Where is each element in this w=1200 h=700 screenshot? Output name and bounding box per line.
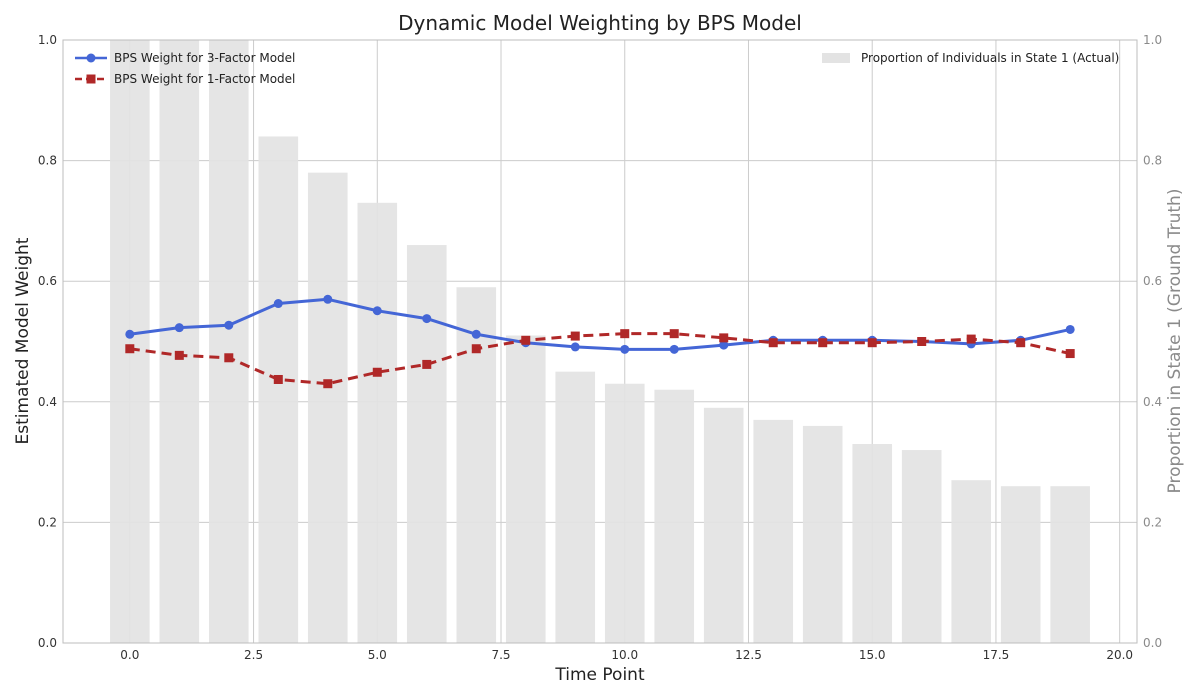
legend-3-factor-label: BPS Weight for 3-Factor Model xyxy=(114,51,295,65)
data-point-1-factor xyxy=(422,359,432,369)
data-point-3-factor xyxy=(224,320,234,330)
data-point-1-factor xyxy=(174,350,184,360)
data-point-1-factor xyxy=(521,335,531,345)
data-point-1-factor xyxy=(471,344,481,354)
bar xyxy=(802,425,843,643)
bar xyxy=(1050,486,1090,643)
legend-bar-swatch xyxy=(822,53,850,63)
bar xyxy=(505,335,546,643)
data-point-3-factor xyxy=(174,323,184,333)
x-tick-label: 2.5 xyxy=(244,648,263,662)
bar xyxy=(1000,486,1041,643)
bar xyxy=(456,287,497,643)
bar-series xyxy=(110,40,1090,644)
y-right-tick-label: 1.0 xyxy=(1143,33,1162,47)
x-axis-ticks: 0.0 2.5 5.0 7.5 10.0 12.5 15.0 17.5 20.0 xyxy=(120,648,1133,662)
y-right-axis-ticks: 0.0 0.2 0.4 0.6 0.8 1.0 xyxy=(1143,33,1162,650)
data-point-1-factor xyxy=(1065,349,1075,359)
y-right-tick-label: 0.0 xyxy=(1143,636,1162,650)
chart-title: Dynamic Model Weighting by BPS Model xyxy=(398,11,802,35)
data-point-3-factor xyxy=(719,340,729,350)
x-tick-label: 5.0 xyxy=(368,648,387,662)
data-point-1-factor xyxy=(1016,338,1026,348)
data-point-1-factor xyxy=(125,344,135,354)
data-point-3-factor xyxy=(323,294,333,304)
data-point-3-factor xyxy=(620,344,630,354)
data-point-3-factor xyxy=(471,329,481,339)
x-tick-label: 0.0 xyxy=(120,648,139,662)
y-right-tick-label: 0.8 xyxy=(1143,154,1162,168)
legend-bars: Proportion of Individuals in State 1 (Ac… xyxy=(822,51,1119,65)
bar xyxy=(604,383,645,643)
line-series xyxy=(125,294,1075,389)
y-right-axis-label: Proportion in State 1 (Ground Truth) xyxy=(1165,189,1185,494)
bar xyxy=(209,40,249,643)
bar xyxy=(555,371,596,643)
data-point-1-factor xyxy=(669,329,679,339)
bar xyxy=(357,202,398,643)
y-tick-label: 1.0 xyxy=(38,33,57,47)
bar xyxy=(406,245,447,643)
data-point-1-factor xyxy=(372,367,382,377)
data-point-1-factor xyxy=(966,334,976,344)
y-tick-label: 0.8 xyxy=(38,154,57,168)
bar xyxy=(159,40,200,643)
y-tick-label: 0.6 xyxy=(38,274,57,288)
y-right-tick-label: 0.6 xyxy=(1143,274,1162,288)
data-point-1-factor xyxy=(273,374,283,384)
data-point-1-factor xyxy=(620,329,630,339)
y-right-tick-label: 0.4 xyxy=(1143,395,1162,409)
data-point-1-factor xyxy=(867,338,877,348)
y-tick-label: 0.0 xyxy=(38,636,57,650)
x-axis-label: Time Point xyxy=(554,665,645,685)
x-tick-label: 20.0 xyxy=(1106,648,1133,662)
y-right-tick-label: 0.2 xyxy=(1143,515,1162,529)
data-point-3-factor xyxy=(570,342,580,352)
data-point-1-factor xyxy=(917,337,927,346)
data-point-1-factor xyxy=(570,331,580,341)
x-tick-label: 12.5 xyxy=(735,648,762,662)
bar xyxy=(258,136,299,644)
bar xyxy=(753,419,794,643)
series-line-1-factor xyxy=(129,332,1071,386)
y-tick-label: 0.4 xyxy=(38,395,57,409)
bar xyxy=(951,480,991,643)
legend-1-factor-label: BPS Weight for 1-Factor Model xyxy=(114,72,295,86)
x-tick-label: 15.0 xyxy=(859,648,886,662)
data-point-3-factor xyxy=(669,344,679,354)
y-tick-label: 0.2 xyxy=(38,515,57,529)
legend-1-factor-swatch-marker xyxy=(86,74,96,84)
data-point-3-factor xyxy=(273,299,283,309)
data-point-1-factor xyxy=(768,338,778,348)
bar xyxy=(110,40,150,643)
bar xyxy=(703,407,744,643)
y-axis-label: Estimated Model Weight xyxy=(13,237,33,444)
data-point-3-factor xyxy=(372,306,382,316)
bar xyxy=(307,172,348,643)
x-tick-label: 17.5 xyxy=(983,648,1010,662)
series-line-3-factor xyxy=(129,297,1071,351)
data-point-1-factor xyxy=(818,338,828,348)
x-tick-label: 10.0 xyxy=(611,648,638,662)
data-point-1-factor xyxy=(323,379,333,389)
bar xyxy=(901,450,942,643)
y-axis-ticks: 0.0 0.2 0.4 0.6 0.8 1.0 xyxy=(38,33,57,650)
data-point-1-factor xyxy=(224,353,234,363)
legend-bar-label: Proportion of Individuals in State 1 (Ac… xyxy=(861,51,1119,65)
data-point-3-factor xyxy=(125,329,135,339)
data-point-3-factor xyxy=(1065,324,1075,334)
bar xyxy=(654,389,695,643)
bar xyxy=(852,444,893,643)
data-point-1-factor xyxy=(719,333,729,343)
x-tick-label: 7.5 xyxy=(491,648,510,662)
plot-frame xyxy=(62,39,1138,644)
legend-3-factor-swatch-marker xyxy=(86,53,96,63)
data-point-3-factor xyxy=(422,314,432,324)
legend-lines: BPS Weight for 3-Factor Model BPS Weight… xyxy=(75,51,295,86)
